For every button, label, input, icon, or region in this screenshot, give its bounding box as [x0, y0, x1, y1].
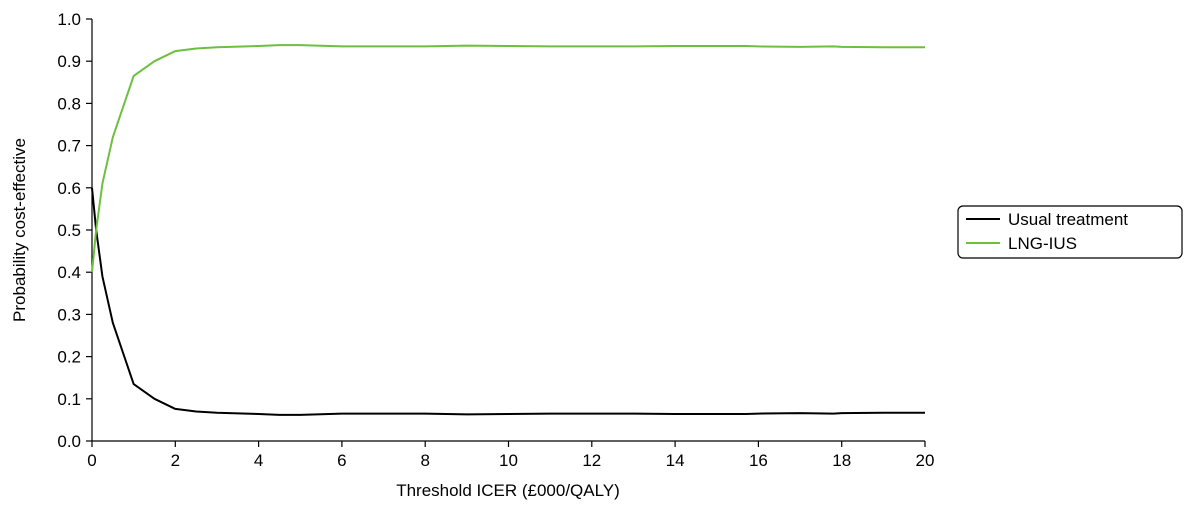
x-tick-label: 12 [582, 451, 601, 470]
series-layer [91, 44, 925, 416]
y-axis-title: Probability cost-effective [10, 138, 29, 322]
y-tick-label: 0.7 [57, 137, 81, 156]
series-line-lng-ius [91, 44, 925, 273]
x-tick-label: 10 [499, 451, 518, 470]
x-tick-label: 2 [171, 451, 180, 470]
x-axis-title: Threshold ICER (£000/QALY) [396, 481, 620, 500]
y-tick-label: 0.9 [57, 52, 81, 71]
y-tick-label: 0.8 [57, 94, 81, 113]
y-tick-label: 0.3 [57, 305, 81, 324]
x-tick-label: 18 [832, 451, 851, 470]
x-tick-label: 6 [337, 451, 346, 470]
y-tick-label: 0.0 [57, 432, 81, 451]
x-tick-label: 16 [749, 451, 768, 470]
x-tick-label: 4 [254, 451, 263, 470]
legend: Usual treatment LNG-IUS [957, 205, 1183, 259]
series-line-usual-treatment [91, 187, 925, 416]
y-tick-label: 0.4 [57, 263, 81, 282]
y-tick-label: 0.5 [57, 221, 81, 240]
legend-box [957, 205, 1183, 259]
y-tick-label: 0.1 [57, 390, 81, 409]
y-tick-label: 0.6 [57, 179, 81, 198]
x-tick-label: 14 [666, 451, 685, 470]
legend-label-lng-ius: LNG-IUS [1008, 234, 1077, 253]
y-tick-label: 1.0 [57, 10, 81, 29]
y-tick-label: 0.2 [57, 348, 81, 367]
x-tick-label: 0 [87, 451, 96, 470]
legend-label-usual-treatment: Usual treatment [1008, 210, 1128, 229]
x-tick-label: 8 [420, 451, 429, 470]
axes: 0.0 0.1 0.2 0.3 0.4 0.5 0.6 0.7 0.8 0.9 1.0 0 2 4 6 8 10… [57, 10, 934, 470]
x-tick-label: 20 [916, 451, 935, 470]
